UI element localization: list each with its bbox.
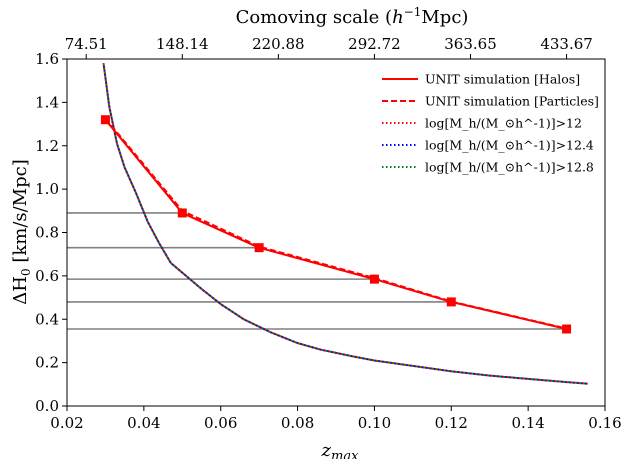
- y-tick-label: 1.0: [35, 180, 59, 198]
- reference-lines-layer: [67, 212, 567, 330]
- x-tick-label: 0.12: [435, 414, 468, 432]
- x-tick-label: 0.14: [511, 414, 544, 432]
- series-line-1: [104, 119, 567, 330]
- y-tick-label: 0.0: [35, 397, 59, 415]
- series-line-3: [102, 63, 588, 385]
- x-tick-label: 0.04: [127, 414, 160, 432]
- legend: UNIT simulation [Halos] UNIT simulation […: [382, 72, 599, 175]
- x-axis-title: zmax: [321, 440, 360, 459]
- top-tick-label: 74.51: [65, 35, 108, 53]
- top-tick-label: 363.65: [444, 35, 497, 53]
- axes-layer: [66, 58, 606, 407]
- x-tick-label: 0.16: [588, 414, 621, 432]
- x-tick-label: 0.08: [281, 414, 314, 432]
- top-tick-label: 433.67: [540, 35, 593, 53]
- y-tick-label: 0.8: [35, 224, 59, 242]
- legend-label-1: UNIT simulation [Halos]: [425, 72, 580, 87]
- x-tick-label: 0.06: [204, 414, 237, 432]
- data-point-marker-2: [177, 208, 187, 218]
- x-tick-label: 0.02: [50, 414, 83, 432]
- series-line-5: [102, 63, 588, 385]
- legend-label-2: UNIT simulation [Particles]: [425, 94, 599, 109]
- legend-label-5: log[M_h/(M_⊙h^-1)]>12.8: [425, 160, 594, 175]
- data-point-marker-5: [446, 297, 456, 307]
- x-tick-label: 0.10: [358, 414, 391, 432]
- data-point-marker-6: [562, 324, 572, 334]
- y-tick-label: 0.6: [35, 267, 59, 285]
- legend-label-3: log[M_h/(M_⊙h^-1)]>12: [425, 116, 582, 131]
- y-tick-label: 0.2: [35, 354, 59, 372]
- ticks-layer: 0.02 0.04 0.06 0.08 0.10 0.12 0.14 0.16 0.0 0.2 0.…: [35, 35, 622, 432]
- data-point-marker-4: [369, 274, 379, 284]
- markers-layer: [100, 115, 572, 334]
- top-tick-label: 292.72: [348, 35, 401, 53]
- legend-label-4: log[M_h/(M_⊙h^-1)]>12.4: [425, 138, 594, 153]
- y-tick-label: 1.4: [35, 93, 59, 111]
- y-tick-label: 1.2: [35, 137, 59, 155]
- y-axis-title: ΔH0 [km/s/Mpc]: [10, 159, 33, 305]
- y-tick-label: 0.4: [35, 310, 59, 328]
- plot-frame: [66, 58, 606, 407]
- series-line-4: [102, 63, 588, 385]
- top-tick-label: 220.88: [252, 35, 305, 53]
- top-axis-title: Comoving scale (h−1Mpc): [236, 5, 469, 28]
- series-layer: [102, 63, 588, 385]
- data-point-marker-3: [254, 243, 264, 253]
- data-point-marker-1: [100, 115, 110, 125]
- top-tick-label: 148.14: [156, 35, 209, 53]
- y-tick-label: 1.6: [35, 50, 59, 68]
